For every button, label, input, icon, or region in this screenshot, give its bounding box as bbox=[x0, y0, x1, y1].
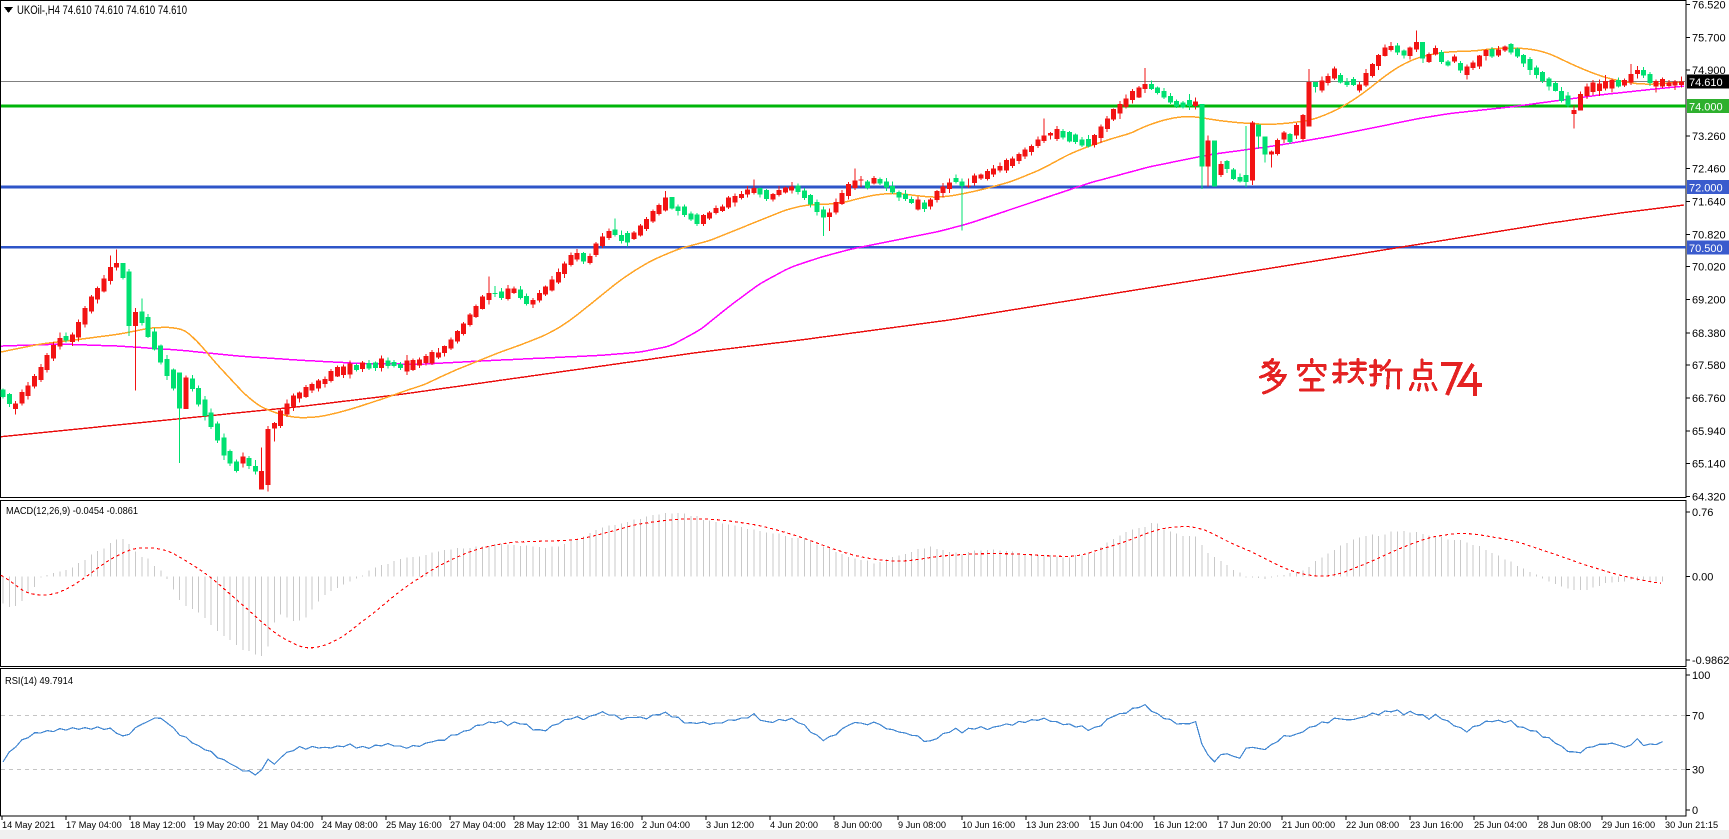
svg-text:24 May 08:00: 24 May 08:00 bbox=[322, 820, 378, 830]
svg-text:2 Jun 04:00: 2 Jun 04:00 bbox=[642, 820, 690, 830]
svg-text:21 Jun 00:00: 21 Jun 00:00 bbox=[1282, 820, 1335, 830]
svg-text:22 Jun 08:00: 22 Jun 08:00 bbox=[1346, 820, 1399, 830]
svg-text:67.580: 67.580 bbox=[1692, 360, 1726, 372]
svg-text:76.520: 76.520 bbox=[1692, 0, 1726, 12]
svg-text:75.700: 75.700 bbox=[1692, 33, 1726, 45]
svg-text:31 May 16:00: 31 May 16:00 bbox=[578, 820, 634, 830]
svg-text:72.000: 72.000 bbox=[1689, 182, 1723, 194]
svg-text:8 Jun 00:00: 8 Jun 00:00 bbox=[834, 820, 882, 830]
svg-text:28 Jun 08:00: 28 Jun 08:00 bbox=[1538, 820, 1591, 830]
svg-text:25 Jun 04:00: 25 Jun 04:00 bbox=[1474, 820, 1527, 830]
svg-text:RSI(14) 49.7914: RSI(14) 49.7914 bbox=[5, 675, 73, 687]
svg-text:15 Jun 04:00: 15 Jun 04:00 bbox=[1090, 820, 1143, 830]
svg-text:30 Jun 21:15: 30 Jun 21:15 bbox=[1665, 820, 1718, 830]
svg-text:13 Jun 23:00: 13 Jun 23:00 bbox=[1026, 820, 1079, 830]
svg-text:0.00: 0.00 bbox=[1692, 571, 1713, 583]
svg-text:72.460: 72.460 bbox=[1692, 163, 1726, 175]
svg-text:16 Jun 12:00: 16 Jun 12:00 bbox=[1154, 820, 1207, 830]
svg-text:0.76: 0.76 bbox=[1692, 507, 1713, 519]
svg-text:30: 30 bbox=[1692, 765, 1704, 777]
svg-text:21 May 04:00: 21 May 04:00 bbox=[258, 820, 314, 830]
svg-text:66.760: 66.760 bbox=[1692, 393, 1726, 405]
svg-text:70.020: 70.020 bbox=[1692, 262, 1726, 274]
svg-text:64.320: 64.320 bbox=[1692, 492, 1726, 504]
svg-text:74.000: 74.000 bbox=[1689, 102, 1723, 114]
svg-text:65.940: 65.940 bbox=[1692, 426, 1726, 438]
svg-text:70.820: 70.820 bbox=[1692, 229, 1726, 241]
svg-text:69.200: 69.200 bbox=[1692, 295, 1726, 307]
svg-text:14 May 2021: 14 May 2021 bbox=[2, 820, 55, 830]
svg-text:68.380: 68.380 bbox=[1692, 328, 1726, 340]
svg-text:17 Jun 20:00: 17 Jun 20:00 bbox=[1218, 820, 1271, 830]
svg-text:10 Jun 16:00: 10 Jun 16:00 bbox=[962, 820, 1015, 830]
svg-text:17 May 04:00: 17 May 04:00 bbox=[66, 820, 122, 830]
svg-text:70: 70 bbox=[1692, 711, 1704, 723]
svg-text:9 Jun 08:00: 9 Jun 08:00 bbox=[898, 820, 946, 830]
svg-text:100: 100 bbox=[1692, 670, 1710, 682]
svg-text:19 May 20:00: 19 May 20:00 bbox=[194, 820, 250, 830]
svg-text:70.500: 70.500 bbox=[1689, 243, 1723, 255]
svg-text:73.260: 73.260 bbox=[1692, 131, 1726, 143]
svg-text:18 May 12:00: 18 May 12:00 bbox=[130, 820, 186, 830]
svg-text:23 Jun 16:00: 23 Jun 16:00 bbox=[1410, 820, 1463, 830]
svg-text:25 May 16:00: 25 May 16:00 bbox=[386, 820, 442, 830]
svg-text:29 Jun 16:00: 29 Jun 16:00 bbox=[1602, 820, 1655, 830]
svg-text:27 May 04:00: 27 May 04:00 bbox=[450, 820, 506, 830]
svg-text:74.900: 74.900 bbox=[1692, 65, 1726, 77]
svg-text:0: 0 bbox=[1692, 805, 1698, 817]
svg-text:74.610: 74.610 bbox=[1689, 77, 1723, 89]
svg-text:UKOil-,H4 74.610 74.610 74.61: UKOil-,H4 74.610 74.610 74.610 74.610 bbox=[17, 5, 187, 17]
svg-text:28 May 12:00: 28 May 12:00 bbox=[514, 820, 570, 830]
svg-text:71.640: 71.640 bbox=[1692, 196, 1726, 208]
svg-text:MACD(12,26,9) -0.0454 -0.0861: MACD(12,26,9) -0.0454 -0.0861 bbox=[6, 505, 138, 517]
svg-text:4 Jun 20:00: 4 Jun 20:00 bbox=[770, 820, 818, 830]
svg-text:-0.9862: -0.9862 bbox=[1692, 655, 1729, 667]
svg-text:65.140: 65.140 bbox=[1692, 458, 1726, 470]
svg-text:3 Jun 12:00: 3 Jun 12:00 bbox=[706, 820, 754, 830]
